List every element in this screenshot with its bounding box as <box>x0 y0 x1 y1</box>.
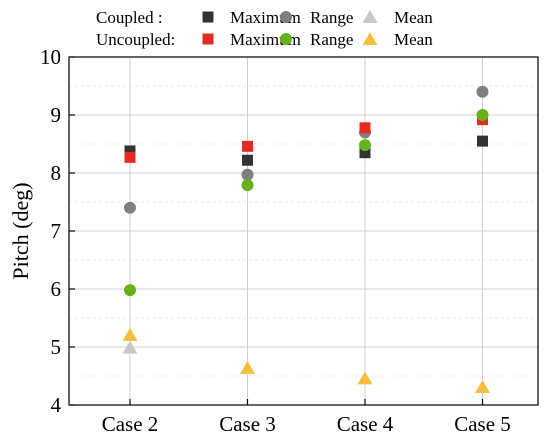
legend-group-uncoupled: Uncoupled: <box>96 30 175 49</box>
point-uncoupled-maximum-case-3 <box>242 140 253 152</box>
legend-label-uncoupled-mean: Mean <box>394 30 433 49</box>
point-coupled-maximum-case-2 <box>124 145 136 157</box>
legend-marker-uncoupled-range <box>280 33 292 45</box>
point-uncoupled-range-case-4 <box>359 139 371 152</box>
point-coupled-range-case-5 <box>476 85 489 98</box>
legend-label-uncoupled-range: Range <box>310 30 353 49</box>
x-tick-label: Case 5 <box>454 412 511 436</box>
legend-label-coupled-range: Range <box>310 8 353 27</box>
point-coupled-maximum-case-3 <box>242 154 253 166</box>
point-uncoupled-range-case-3 <box>241 179 254 192</box>
point-uncoupled-maximum-case-2 <box>124 151 136 163</box>
y-tick-label: 4 <box>51 393 62 417</box>
legend-marker-coupled-maximum <box>202 11 214 23</box>
legend-marker-uncoupled-maximum <box>202 33 214 45</box>
point-uncoupled-mean-case-2 <box>122 327 138 341</box>
point-coupled-range-case-2 <box>124 201 136 214</box>
y-axis-title: Pitch (deg) <box>8 182 33 279</box>
x-tick-label: Case 3 <box>219 412 276 436</box>
y-tick-label: 6 <box>51 277 62 301</box>
point-uncoupled-range-case-5 <box>476 109 489 121</box>
y-tick-label: 10 <box>40 45 61 69</box>
x-tick-label: Case 4 <box>337 412 394 436</box>
point-uncoupled-maximum-case-4 <box>359 122 371 134</box>
point-coupled-maximum-case-4 <box>359 147 371 159</box>
y-tick-label: 7 <box>51 219 62 243</box>
x-tick-label: Case 2 <box>102 412 159 436</box>
legend: Coupled : Uncoupled: Maximum Range MeanMax… <box>96 8 433 49</box>
legend-marker-coupled-mean <box>362 10 378 23</box>
y-tick-label: 8 <box>51 161 62 185</box>
data-marks <box>122 85 490 394</box>
point-coupled-range-case-3 <box>241 168 254 181</box>
y-tick-label: 9 <box>51 103 62 127</box>
legend-group-coupled: Coupled : <box>96 8 163 27</box>
y-tick-label: 5 <box>51 335 62 359</box>
axis: 4 5 6 7 8 9 10 Case 2 Case 3 Case 4 Case 5 <box>40 45 511 436</box>
point-coupled-mean-case-2 <box>122 340 138 354</box>
legend-marker-uncoupled-mean <box>362 32 378 45</box>
legend-label-coupled-mean: Mean <box>394 8 433 27</box>
legend-marker-coupled-range <box>280 11 292 23</box>
point-uncoupled-mean-case-3 <box>240 360 255 374</box>
grid <box>69 57 538 405</box>
point-uncoupled-mean-case-4 <box>357 371 373 385</box>
point-uncoupled-mean-case-5 <box>475 380 490 394</box>
point-uncoupled-range-case-2 <box>124 284 136 297</box>
point-coupled-maximum-case-5 <box>477 135 488 147</box>
